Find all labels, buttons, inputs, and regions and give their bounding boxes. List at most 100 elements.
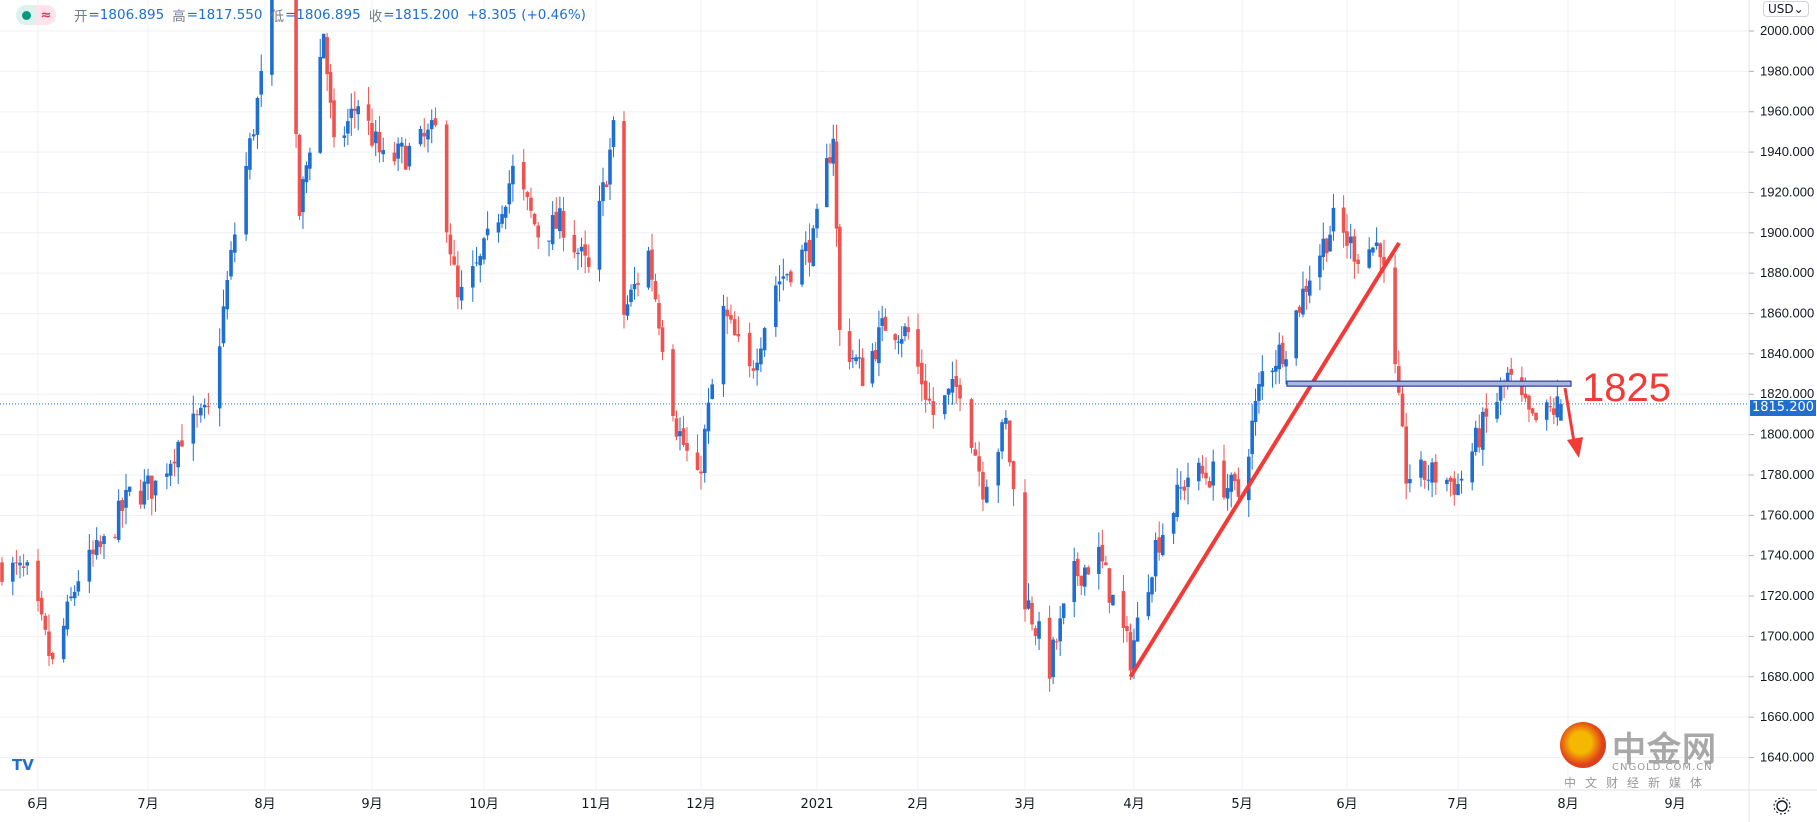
- candle-body: [646, 250, 651, 288]
- x-tick-label: 7月: [137, 797, 158, 812]
- candle-body: [43, 615, 48, 630]
- currency-dropdown[interactable]: USD⌄: [1763, 1, 1809, 17]
- candle-body: [906, 327, 911, 333]
- candle-body: [102, 536, 106, 545]
- candle-body: [927, 398, 932, 401]
- candle-body: [1033, 628, 1038, 636]
- candle-body: [248, 138, 252, 170]
- y-tick-label: 1920.000: [1760, 184, 1814, 199]
- candle-body: [916, 329, 920, 367]
- candle-body: [1422, 461, 1427, 480]
- y-tick-label: 1760.000: [1760, 507, 1814, 522]
- candle-body: [1352, 236, 1357, 262]
- candle-body: [433, 118, 438, 126]
- down-arrow[interactable]: [1563, 387, 1577, 449]
- candle-body: [1534, 412, 1538, 421]
- candle-body: [297, 134, 302, 216]
- candle-body: [632, 283, 637, 290]
- candle-body: [270, 0, 274, 75]
- candle-body: [318, 56, 323, 153]
- y-tick-label: 1980.000: [1760, 63, 1814, 78]
- candle-body: [1257, 384, 1261, 401]
- candle-body: [1481, 411, 1485, 450]
- candle-body: [149, 475, 154, 499]
- x-tick-label: 7月: [1447, 797, 1468, 812]
- current-price-tag: 1815.200: [1750, 400, 1816, 416]
- resistance-level-box[interactable]: [1286, 380, 1572, 387]
- candle-body: [1246, 456, 1251, 501]
- candle-body: [76, 581, 81, 592]
- candle-body: [1498, 384, 1503, 401]
- candle-body: [370, 122, 374, 146]
- wave-icon: ≈: [36, 5, 56, 25]
- candle-body: [736, 334, 741, 337]
- candle-body: [996, 451, 1001, 486]
- candle-body: [1324, 238, 1329, 254]
- settings-gear-icon[interactable]: [1773, 797, 1791, 815]
- candle-body: [1135, 617, 1140, 642]
- candle-body: [1304, 286, 1309, 292]
- x-tick-label: 2月: [907, 797, 928, 812]
- candle-body: [1082, 567, 1087, 587]
- candle-body: [1197, 462, 1201, 482]
- candle-body: [732, 319, 737, 336]
- candle-body: [1495, 401, 1499, 419]
- candle-body: [625, 304, 630, 316]
- candle-body: [671, 349, 675, 416]
- candle-body: [72, 591, 77, 599]
- candle-body: [444, 124, 449, 233]
- candle-body: [877, 327, 881, 364]
- trendline[interactable]: [1128, 241, 1401, 678]
- price-axis[interactable]: 2000.000 1980.000 1960.000 1940.000 1920.000…: [1749, 23, 1814, 764]
- watermark-slogan: 中文财经新媒体: [1564, 776, 1712, 790]
- candle-body: [851, 357, 855, 359]
- candle-body: [1331, 207, 1336, 232]
- candle-body: [25, 562, 29, 566]
- candle-body: [456, 265, 460, 298]
- candle-body: [452, 256, 456, 265]
- y-tick-label: 2000.000: [1760, 23, 1814, 38]
- candle-body: [1233, 473, 1237, 482]
- series-status-pill[interactable]: ≈: [16, 5, 56, 25]
- candle-body: [349, 108, 354, 118]
- drawings[interactable]: [1128, 241, 1583, 678]
- candle-body: [946, 388, 951, 395]
- candle-body: [870, 351, 875, 384]
- candle-body: [838, 226, 842, 330]
- candle-body: [0, 562, 4, 582]
- candle-body: [1559, 403, 1563, 421]
- x-tick-label: 6月: [27, 797, 48, 812]
- time-axis[interactable]: 6月 7月 8月 9月 10月 11月 12月 2021 2月 3月 4月 5月 6月 7月 8月 9月: [27, 797, 1685, 812]
- ohlc-legend: ≈ 开 =1806.895 高 =1817.550 低 =1806.895 收 =181…: [16, 4, 594, 26]
- candle-body: [251, 134, 256, 137]
- candle-body: [800, 249, 804, 285]
- candle-body: [217, 346, 222, 409]
- candle-body: [969, 399, 974, 448]
- candles: [0, 0, 1563, 692]
- candle-body: [221, 306, 226, 344]
- candle-body: [500, 214, 504, 224]
- tradingview-logo[interactable]: TV: [12, 756, 34, 774]
- candle-body: [202, 404, 207, 408]
- candle-body: [65, 601, 70, 630]
- candle-body: [931, 401, 936, 416]
- candle-body: [984, 486, 989, 503]
- cngold-watermark: 中金网 CNGOLD.COM.CN 中文财经新媒体: [1560, 722, 1730, 792]
- candle-body: [789, 271, 793, 283]
- candle-body: [1274, 365, 1278, 372]
- candle-body: [1236, 479, 1241, 497]
- candle-body: [507, 183, 512, 205]
- candle-body: [547, 240, 551, 242]
- x-tick-label: 4月: [1123, 797, 1144, 812]
- open-label: 开: [74, 9, 88, 25]
- candle-body: [1448, 477, 1453, 482]
- candle-body: [422, 132, 427, 137]
- candle-body: [511, 165, 515, 185]
- candle-body: [857, 357, 862, 359]
- candle-body: [660, 327, 665, 352]
- y-tick-label: 1700.000: [1760, 628, 1814, 643]
- candle-body: [920, 362, 924, 385]
- candle-body: [255, 97, 260, 135]
- x-tick-label: 2021: [800, 797, 833, 812]
